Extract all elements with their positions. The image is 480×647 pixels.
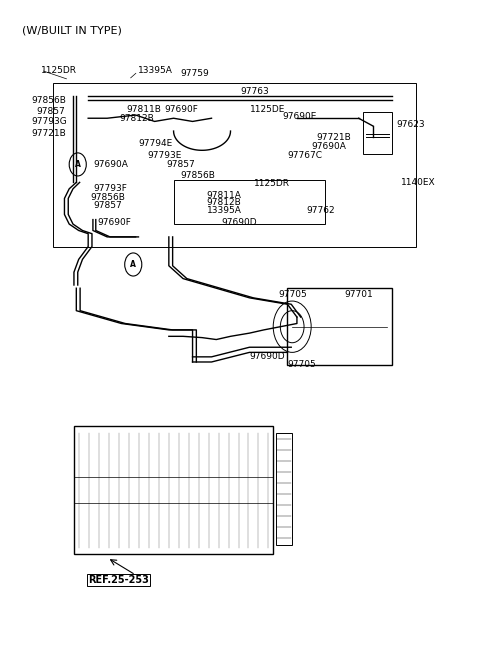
Bar	[288, 288, 392, 365]
Text: 97690E: 97690E	[283, 113, 317, 122]
Text: REF.25-253: REF.25-253	[88, 575, 149, 585]
Text: 97767C: 97767C	[288, 151, 323, 160]
Bar	[363, 113, 392, 154]
Text: 13395A: 13395A	[138, 65, 173, 74]
Text: 97705: 97705	[278, 290, 307, 299]
Bar	[74, 426, 273, 554]
Text: A: A	[130, 260, 136, 269]
Text: 1125DR: 1125DR	[41, 65, 77, 74]
Text: 97794E: 97794E	[138, 139, 172, 148]
Bar	[276, 433, 292, 545]
Text: 97690D: 97690D	[250, 353, 285, 362]
Text: 97690A: 97690A	[311, 142, 346, 151]
Text: 1140EX: 1140EX	[401, 178, 436, 187]
Text: 97793G: 97793G	[31, 117, 67, 126]
Bar	[174, 181, 325, 224]
Text: 97812B: 97812B	[207, 199, 241, 208]
Text: 97690F: 97690F	[97, 217, 132, 226]
Text: 97857: 97857	[93, 201, 121, 210]
Text: 1125DR: 1125DR	[254, 179, 290, 188]
Text: 97705: 97705	[288, 360, 316, 369]
Text: 97701: 97701	[344, 290, 373, 299]
Text: 97690F: 97690F	[164, 105, 198, 115]
Text: 97857: 97857	[36, 107, 65, 116]
Text: 97811A: 97811A	[207, 191, 241, 200]
Text: 97690A: 97690A	[93, 160, 128, 169]
Text: 97721B: 97721B	[31, 129, 66, 138]
Text: (W/BUILT IN TYPE): (W/BUILT IN TYPE)	[22, 25, 121, 35]
Text: 97856B: 97856B	[180, 171, 216, 181]
Text: 97811B: 97811B	[126, 105, 161, 115]
Bar	[53, 83, 416, 247]
Text: 97856B: 97856B	[91, 193, 125, 202]
Text: 13395A: 13395A	[207, 206, 241, 215]
Text: 97721B: 97721B	[316, 133, 351, 142]
Text: 97623: 97623	[396, 120, 425, 129]
Text: 97762: 97762	[306, 206, 335, 215]
Text: 97793F: 97793F	[93, 184, 127, 193]
Text: A: A	[75, 160, 81, 169]
Text: 97763: 97763	[240, 87, 269, 96]
Text: 97793E: 97793E	[147, 151, 182, 160]
Text: 97812B: 97812B	[119, 114, 154, 123]
Text: 97759: 97759	[180, 69, 209, 78]
Text: 1125DE: 1125DE	[250, 105, 285, 115]
Text: 97856B: 97856B	[31, 96, 66, 105]
Text: 97857: 97857	[167, 160, 195, 169]
Text: 97690D: 97690D	[221, 217, 257, 226]
